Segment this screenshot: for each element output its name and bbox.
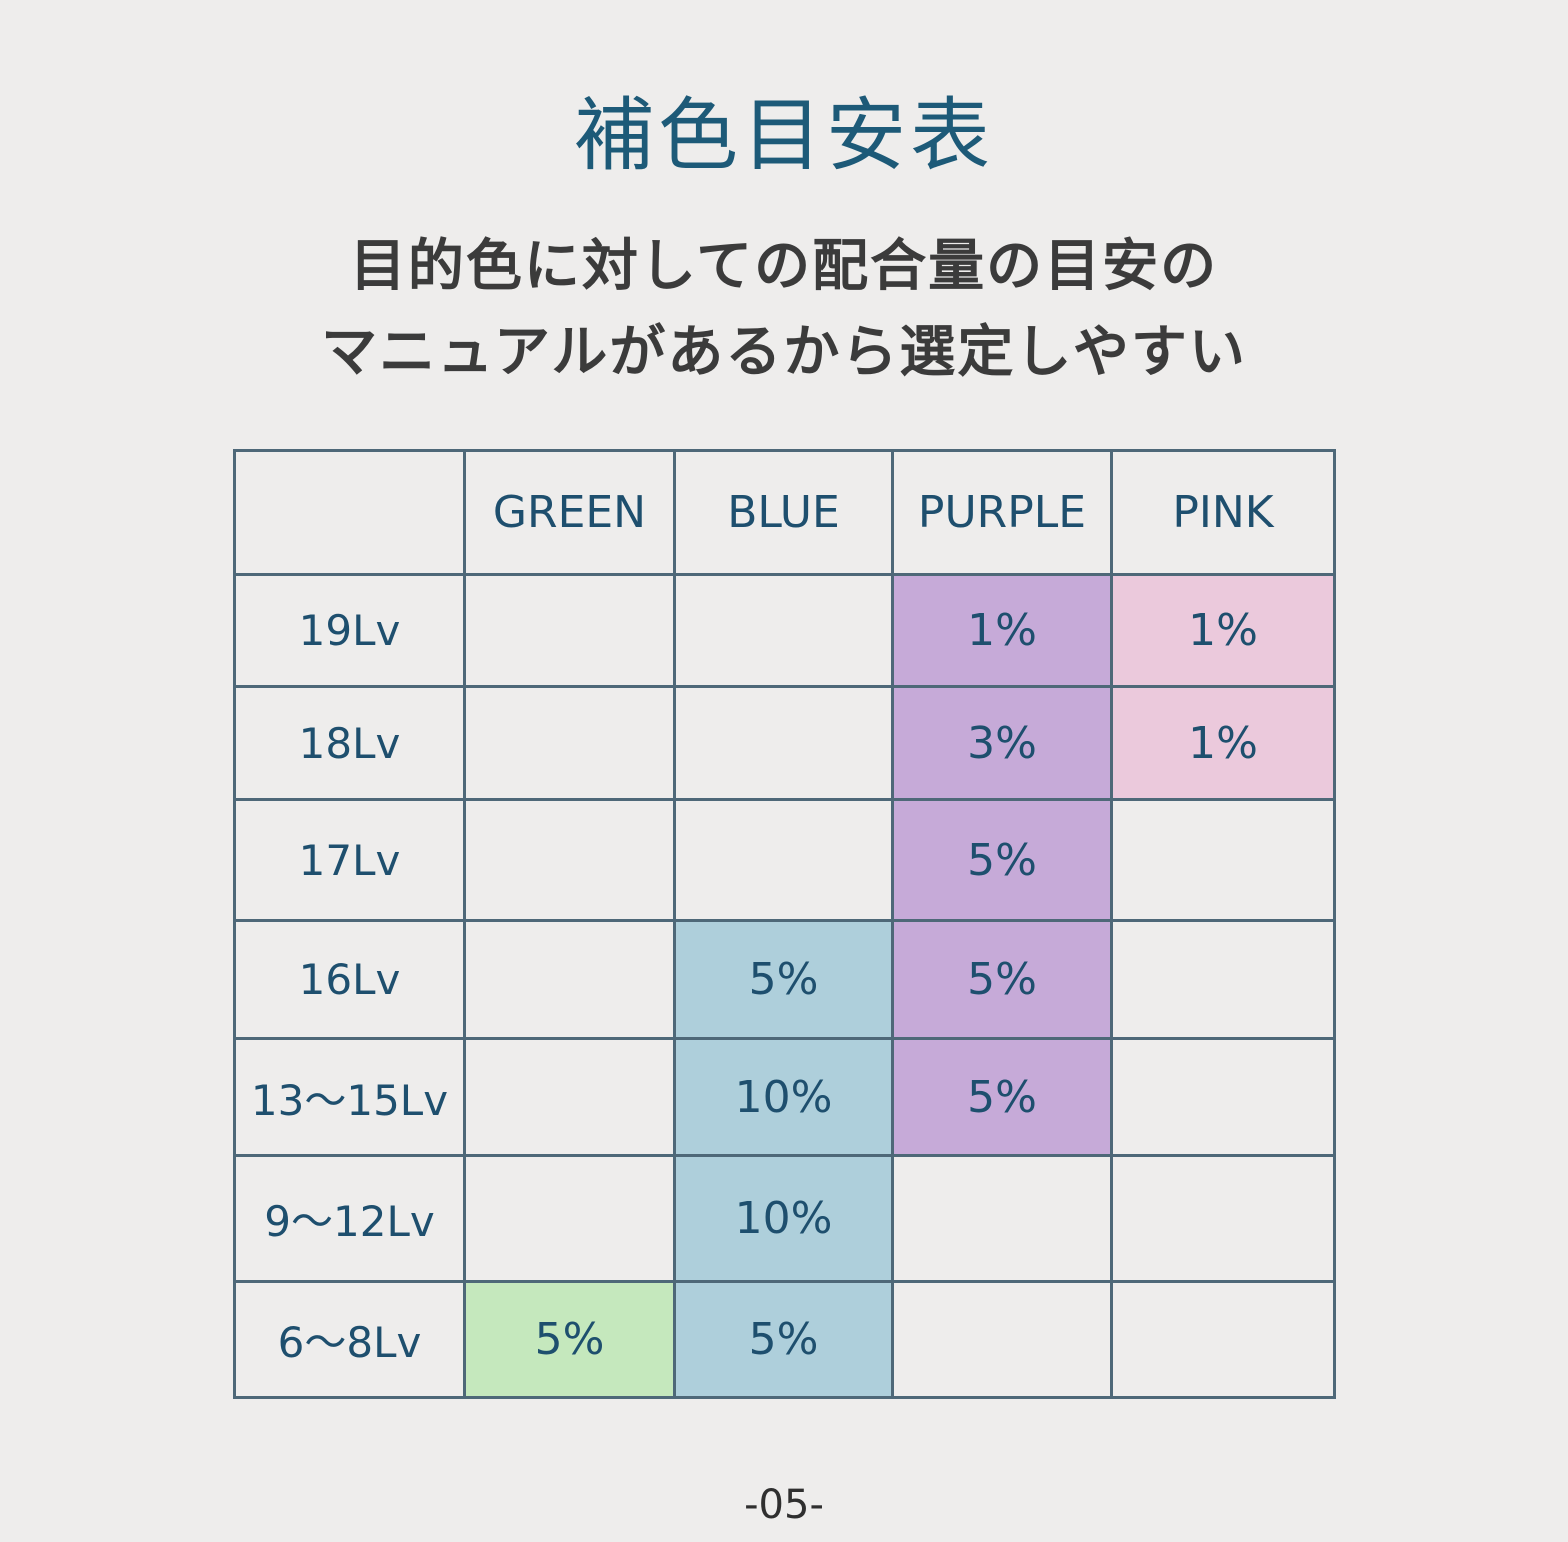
pink-cell: 1% [1112, 575, 1335, 687]
blue-cell: 5% [675, 1282, 893, 1398]
level-cell: 13〜15Lv [235, 1039, 465, 1156]
green-cell [465, 1039, 675, 1156]
purple-cell: 5% [893, 800, 1112, 921]
subtitle-line-2: マニュアルがあるから選定しやすい [0, 318, 1568, 388]
table-row: 16Lv 5% 5% [235, 921, 1335, 1039]
pink-cell [1112, 1282, 1335, 1398]
page-title: 補色目安表 [0, 88, 1568, 184]
blue-cell: 10% [675, 1156, 893, 1282]
green-cell [465, 687, 675, 800]
header-cell-green: GREEN [465, 451, 675, 575]
level-cell: 19Lv [235, 575, 465, 687]
green-cell [465, 1156, 675, 1282]
level-cell: 18Lv [235, 687, 465, 800]
green-cell [465, 575, 675, 687]
table-header-row: GREEN BLUE PURPLE PINK [235, 451, 1335, 575]
header-cell-purple: PURPLE [893, 451, 1112, 575]
blue-cell [675, 687, 893, 800]
blue-cell [675, 575, 893, 687]
table-row: 6〜8Lv 5% 5% [235, 1282, 1335, 1398]
blue-cell: 10% [675, 1039, 893, 1156]
purple-cell: 5% [893, 1039, 1112, 1156]
level-cell: 17Lv [235, 800, 465, 921]
green-cell [465, 921, 675, 1039]
pink-cell [1112, 1039, 1335, 1156]
pink-cell [1112, 800, 1335, 921]
pink-cell [1112, 1156, 1335, 1282]
blue-cell: 5% [675, 921, 893, 1039]
purple-cell [893, 1282, 1112, 1398]
level-cell: 16Lv [235, 921, 465, 1039]
blue-cell [675, 800, 893, 921]
purple-cell: 1% [893, 575, 1112, 687]
table-row: 18Lv 3% 1% [235, 687, 1335, 800]
header-cell-pink: PINK [1112, 451, 1335, 575]
green-cell: 5% [465, 1282, 675, 1398]
table-row: 9〜12Lv 10% [235, 1156, 1335, 1282]
header-cell-blue: BLUE [675, 451, 893, 575]
green-cell [465, 800, 675, 921]
table-row: 17Lv 5% [235, 800, 1335, 921]
pink-cell: 1% [1112, 687, 1335, 800]
table-row: 19Lv 1% 1% [235, 575, 1335, 687]
subtitle-line-1: 目的色に対しての配合量の目安の [0, 232, 1568, 302]
level-cell: 6〜8Lv [235, 1282, 465, 1398]
purple-cell [893, 1156, 1112, 1282]
complementary-color-table: GREEN BLUE PURPLE PINK 19Lv 1% 1% 18Lv 3… [233, 449, 1336, 1399]
purple-cell: 5% [893, 921, 1112, 1039]
page-number: -05- [0, 1480, 1568, 1530]
level-cell: 9〜12Lv [235, 1156, 465, 1282]
table-row: 13〜15Lv 10% 5% [235, 1039, 1335, 1156]
purple-cell: 3% [893, 687, 1112, 800]
pink-cell [1112, 921, 1335, 1039]
header-cell-corner [235, 451, 465, 575]
